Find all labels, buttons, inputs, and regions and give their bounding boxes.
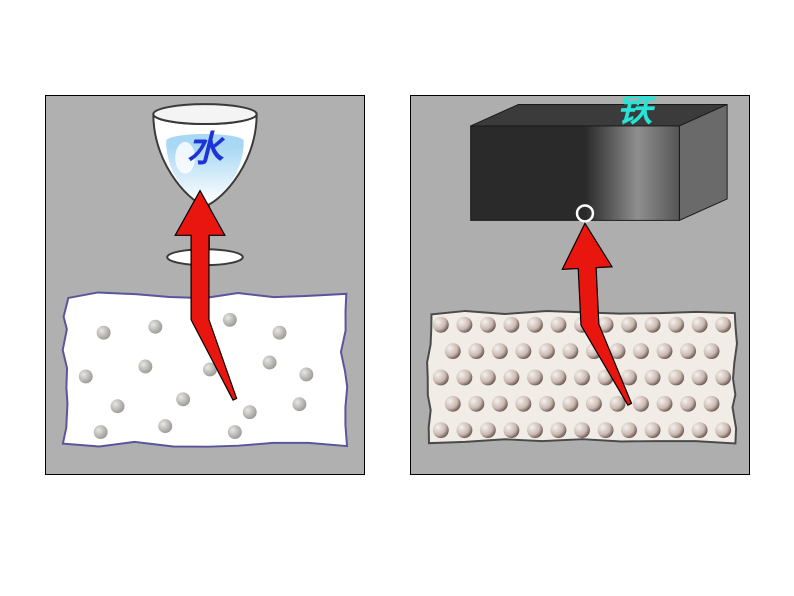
iron-label: 铁 (617, 96, 657, 129)
iron-block (471, 104, 727, 221)
iron-panel: 铁 (410, 95, 750, 475)
water-label: 水 (187, 129, 225, 169)
iron-lattice (427, 311, 737, 444)
diagram-canvas: 水 铁 (0, 0, 794, 596)
water-panel: 水 (45, 95, 365, 475)
